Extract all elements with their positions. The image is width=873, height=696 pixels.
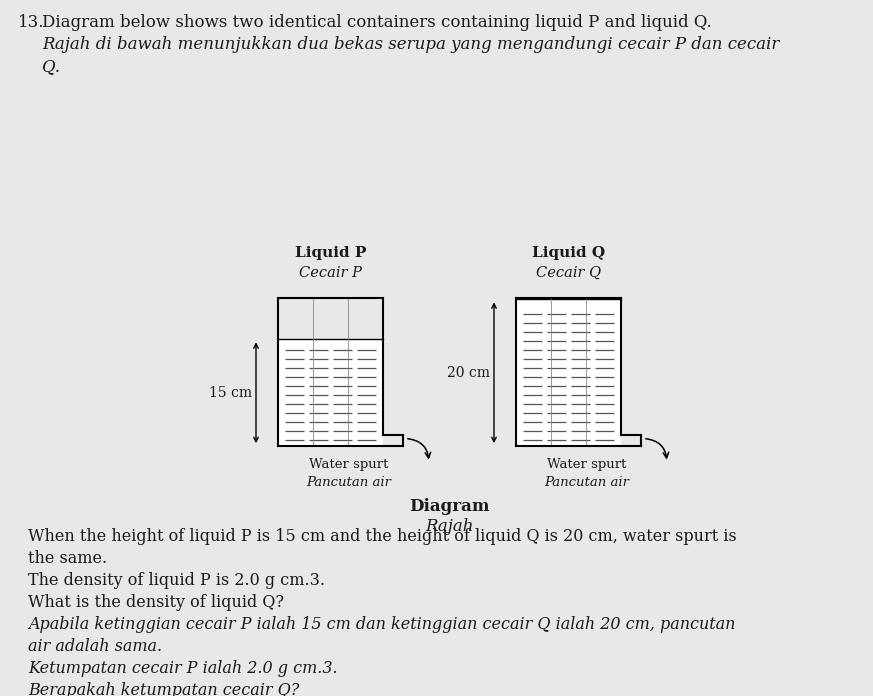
Text: Pancutan air: Pancutan air (306, 476, 391, 489)
Text: Cecair Q: Cecair Q (536, 266, 601, 280)
Text: Diagram: Diagram (409, 498, 490, 515)
Text: Water spurt: Water spurt (309, 458, 388, 471)
Text: Berapakah ketumpatan cecair Q?: Berapakah ketumpatan cecair Q? (28, 682, 299, 696)
Text: Ketumpatan cecair P ialah 2.0 g cm.3.: Ketumpatan cecair P ialah 2.0 g cm.3. (28, 660, 338, 677)
Text: Liquid P: Liquid P (295, 246, 366, 260)
Text: Rajah di bawah menunjukkan dua bekas serupa yang mengandungi cecair P dan cecair: Rajah di bawah menunjukkan dua bekas ser… (42, 36, 780, 53)
Bar (278, 340, 383, 446)
Text: Pancutan air: Pancutan air (544, 476, 629, 489)
Text: Water spurt: Water spurt (546, 458, 626, 471)
Text: Liquid Q: Liquid Q (532, 246, 605, 260)
Text: Cecair P: Cecair P (299, 266, 362, 280)
Text: When the height of liquid P is 15 cm and the height of liquid Q is 20 cm, water : When the height of liquid P is 15 cm and… (28, 528, 737, 545)
Text: 15 cm: 15 cm (209, 386, 252, 400)
Text: Diagram below shows two identical containers containing liquid P and liquid Q.: Diagram below shows two identical contai… (42, 14, 711, 31)
Text: Rajah: Rajah (425, 518, 474, 535)
Text: air adalah sama.: air adalah sama. (28, 638, 162, 655)
Text: Q.: Q. (42, 58, 60, 75)
Text: 20 cm: 20 cm (447, 365, 490, 380)
Text: 13.: 13. (18, 14, 45, 31)
Bar (516, 299, 621, 446)
Text: the same.: the same. (28, 550, 107, 567)
Text: What is the density of liquid Q?: What is the density of liquid Q? (28, 594, 284, 611)
Text: Apabila ketinggian cecair P ialah 15 cm dan ketinggian cecair Q ialah 20 cm, pan: Apabila ketinggian cecair P ialah 15 cm … (28, 616, 735, 633)
Text: The density of liquid P is 2.0 g cm.3.: The density of liquid P is 2.0 g cm.3. (28, 572, 325, 589)
